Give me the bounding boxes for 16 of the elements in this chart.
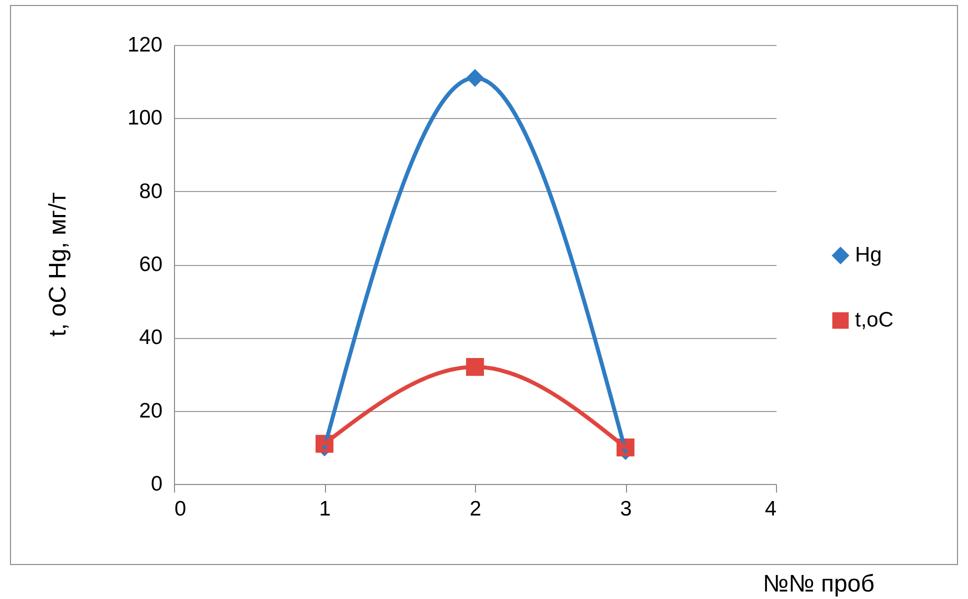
x-tick-label: 0	[174, 498, 186, 520]
x-tick-label: 4	[764, 498, 777, 520]
x-axis-title: №№ проб	[762, 570, 874, 598]
y-tick-label: 20	[139, 399, 162, 422]
legend-label: Hg	[855, 244, 882, 266]
y-tick-label: 40	[139, 326, 162, 350]
y-tick-label: 80	[139, 180, 162, 203]
y-tick-label: 60	[139, 253, 162, 276]
y-axis-title: t, oC Hg, мг/т	[44, 192, 72, 337]
x-tick-label: 1	[319, 498, 331, 520]
y-tick-label: 120	[127, 34, 162, 56]
legend-label: t,oC	[855, 308, 894, 332]
x-tick-label: 2	[470, 498, 482, 520]
y-tick-label: 100	[127, 106, 162, 130]
y-tick-label: 0	[150, 472, 162, 496]
x-tick-label: 3	[620, 498, 632, 520]
